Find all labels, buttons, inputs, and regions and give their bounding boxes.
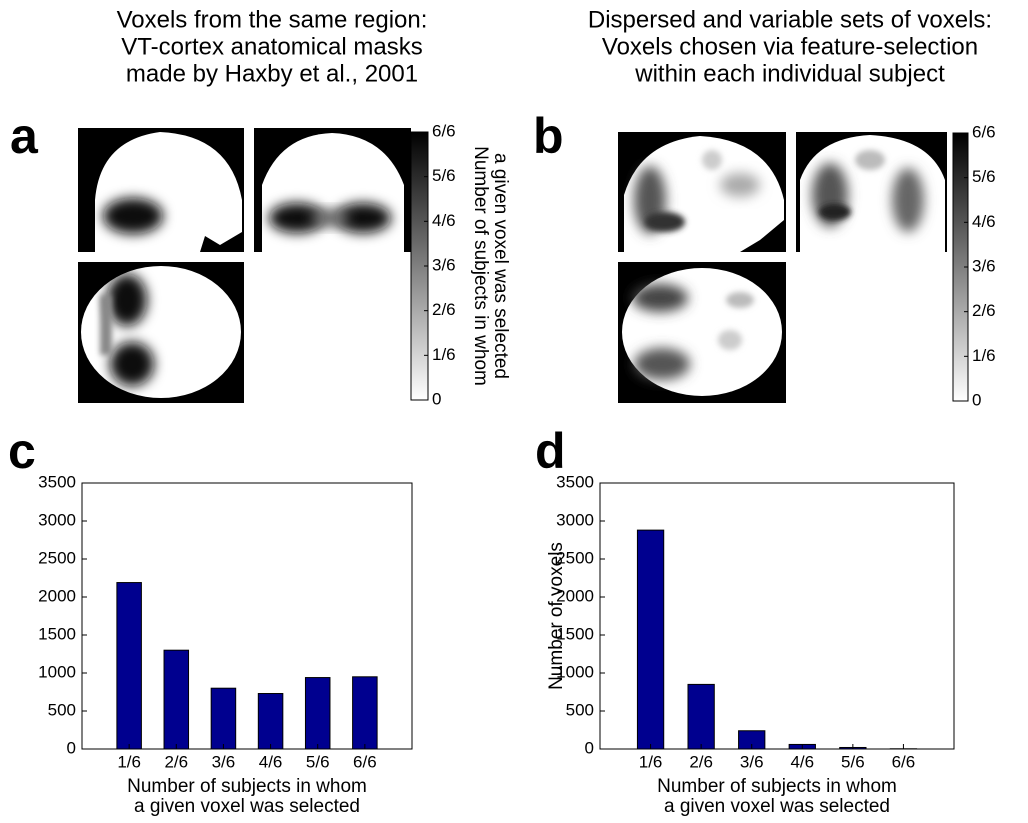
brain-images-b	[618, 132, 947, 403]
y-tick-label: 1500	[38, 624, 76, 643]
x-tick-label: 3/6	[740, 752, 764, 771]
x-axis-label: a given voxel was selected	[664, 796, 890, 817]
y-tick-label: 3500	[556, 472, 594, 491]
x-tick-label: 6/6	[892, 752, 916, 771]
x-axis-label: Number of subjects in whom	[657, 776, 897, 797]
x-tick-label: 2/6	[689, 752, 713, 771]
y-tick-label: 1000	[38, 662, 76, 681]
bar	[211, 688, 236, 749]
figure: Voxels from the same region:VT-cortex an…	[0, 0, 1028, 823]
y-tick-label: 0	[585, 738, 594, 757]
panel-letter: a	[10, 108, 39, 164]
bar	[258, 694, 283, 749]
x-tick-label: 5/6	[306, 752, 330, 771]
x-tick-label: 4/6	[259, 752, 283, 771]
panel-title: VT-cortex anatomical masks	[121, 33, 422, 60]
colorbar-tick-label: 4/6	[972, 212, 996, 231]
x-tick-label: 1/6	[117, 752, 141, 771]
colorbar-tick-label: 2/6	[432, 300, 456, 319]
x-tick-label: 3/6	[212, 752, 236, 771]
y-tick-label: 3000	[38, 510, 76, 529]
colorbar-tick-label: 5/6	[432, 166, 456, 185]
bar	[117, 583, 142, 749]
bar	[637, 530, 663, 749]
y-tick-label: 500	[566, 700, 594, 719]
colorbar-tick-label: 2/6	[972, 301, 996, 320]
colorbar-tick-label: 0	[432, 389, 441, 408]
y-tick-label: 500	[48, 700, 76, 719]
panel-title: within each individual subject	[634, 60, 945, 87]
panel-letter: b	[533, 108, 564, 164]
y-tick-label: 2000	[38, 586, 76, 605]
colorbar-tick-label: 1/6	[432, 345, 456, 364]
brain-images-a	[78, 128, 411, 403]
x-tick-label: 6/6	[353, 752, 377, 771]
x-tick-label: 4/6	[790, 752, 814, 771]
colorbar-tick-label: 1/6	[972, 346, 996, 365]
x-axis-label: Number of subjects in whom	[127, 776, 367, 797]
panel-title: Dispersed and variable sets of voxels:	[588, 6, 992, 33]
x-axis-label: a given voxel was selected	[134, 796, 360, 817]
x-tick-label: 1/6	[639, 752, 663, 771]
colorbar-tick-label: 5/6	[972, 167, 996, 186]
colorbar-tick-label: 0	[972, 390, 981, 409]
y-tick-label: 3500	[38, 472, 76, 491]
colorbar-tick-label: 6/6	[432, 121, 456, 140]
colorbar-tick-label: 4/6	[432, 211, 456, 230]
bar	[688, 684, 714, 749]
bar	[305, 678, 330, 749]
colorbar-tick-label: 6/6	[972, 122, 996, 141]
panel-title: Voxels from the same region:	[117, 6, 428, 33]
y-tick-label: 3000	[556, 510, 594, 529]
colorbar-tick-label: 3/6	[432, 255, 456, 274]
x-tick-label: 2/6	[164, 752, 188, 771]
panel-title: made by Haxby et al., 2001	[126, 60, 418, 87]
y-axis-label: Number of voxels	[546, 542, 567, 690]
colorbar-label: a given voxel was selected	[490, 153, 511, 379]
y-tick-label: 0	[67, 738, 76, 757]
panel-letter: d	[535, 423, 566, 479]
bar	[353, 677, 378, 749]
y-tick-label: 2500	[38, 548, 76, 567]
colorbar-tick-label: 3/6	[972, 256, 996, 275]
bar	[164, 650, 189, 749]
x-tick-label: 5/6	[841, 752, 865, 771]
colorbar-label: Number of subjects in whom	[470, 146, 491, 386]
panel-letter: c	[8, 423, 36, 479]
panel-title: Voxels chosen via feature-selection	[602, 33, 978, 60]
